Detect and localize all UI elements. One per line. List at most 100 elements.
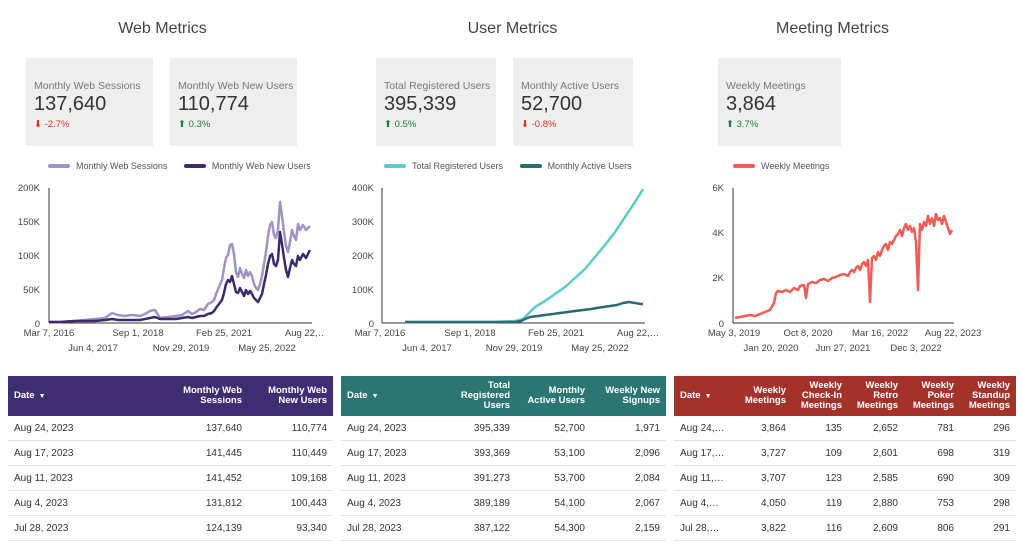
table-cell: 119 bbox=[792, 490, 848, 516]
meeting-metrics-table: Date ▼ Weekly Meetings Weekly Check-In Me… bbox=[674, 376, 1016, 541]
table-row[interactable]: Jul 28, 2023 124,139 93,340 bbox=[8, 515, 333, 541]
table-row[interactable]: Aug 24, 2023 137,640 110,774 bbox=[8, 416, 333, 441]
table-row[interactable]: Aug 11, 2023 391,273 53,700 2,084 bbox=[341, 465, 666, 491]
table-cell: Aug 11, 2023 bbox=[8, 465, 163, 491]
column-header[interactable]: Weekly Meetings bbox=[744, 385, 786, 406]
scorecard-total-registered-users[interactable]: Total Registered Users 395,339 ⬆ 0.5% bbox=[376, 58, 496, 146]
table-row[interactable]: Aug 4, 2023 131,812 100,443 bbox=[8, 490, 333, 516]
table-cell: 141,445 bbox=[163, 440, 248, 466]
column-header[interactable]: Monthly Web Sessions bbox=[183, 385, 242, 406]
table-row[interactable]: Aug 11, 2023 141,452 109,168 bbox=[8, 465, 333, 491]
column-header[interactable]: Weekly Poker Meetings bbox=[912, 380, 954, 411]
scorecard-delta: ⬇ -2.7% bbox=[34, 119, 70, 130]
sort-desc-icon[interactable]: ▼ bbox=[704, 392, 712, 400]
scorecard-delta: ⬇ -0.8% bbox=[521, 119, 557, 130]
table-cell: 141,452 bbox=[163, 465, 248, 491]
user-metrics-title: User Metrics bbox=[467, 20, 558, 37]
x-tick: Aug 22,… bbox=[617, 328, 659, 339]
arrow-down-icon: ⬇ bbox=[34, 119, 42, 130]
scorecard-value: 110,774 bbox=[178, 93, 249, 115]
scorecard-monthly-active-users[interactable]: Monthly Active Users 52,700 ⬇ -0.8% bbox=[513, 58, 633, 146]
scorecard-value: 3,864 bbox=[726, 93, 777, 115]
scorecard-monthly-web-new-users[interactable]: Monthly Web New Users 110,774 ⬆ 0.3% bbox=[170, 58, 297, 146]
table-cell: 2,652 bbox=[848, 416, 904, 441]
column-header[interactable]: Weekly Retro Meetings bbox=[856, 380, 898, 411]
table-cell: 2,084 bbox=[591, 465, 666, 491]
series-line-active-users[interactable] bbox=[405, 300, 643, 324]
x-tick: Nov 29, 2019 bbox=[153, 343, 210, 354]
column-header[interactable]: Weekly New Signups bbox=[605, 385, 660, 406]
legend-item-weekly-meetings[interactable]: Weekly Meetings bbox=[733, 161, 829, 171]
table-row[interactable]: Jul 28, 2023 387,122 54,300 2,159 bbox=[341, 515, 666, 541]
legend-item-web-sessions[interactable]: Monthly Web Sessions bbox=[48, 161, 167, 171]
table-cell: 2,880 bbox=[848, 490, 904, 516]
x-tick: Jun 27, 2021 bbox=[816, 343, 871, 354]
column-header[interactable]: Monthly Web New Users bbox=[268, 385, 327, 406]
table-row[interactable]: Aug 4, 2023 389,189 54,100 2,067 bbox=[341, 490, 666, 516]
table-cell: 110,449 bbox=[248, 440, 333, 466]
scorecard-monthly-web-sessions[interactable]: Monthly Web Sessions 137,640 ⬇ -2.7% bbox=[26, 58, 153, 146]
table-cell: 806 bbox=[904, 515, 960, 541]
y-axis-ticks: 200K 150K 100K 50K 0 bbox=[18, 183, 41, 330]
column-header-date[interactable]: Date ▼ bbox=[347, 389, 379, 401]
x-axis-ticks: Mar 7, 2016 Sep 1, 2018 Feb 25, 2021 Aug… bbox=[355, 328, 659, 354]
table-cell: 391,273 bbox=[441, 465, 516, 491]
table-cell: Jul 28, 2023 bbox=[341, 515, 441, 541]
scorecard-label: Monthly Web Sessions bbox=[34, 80, 141, 92]
x-tick: Jun 4, 2017 bbox=[402, 343, 452, 354]
table-cell: Aug 17, 2023 bbox=[341, 440, 441, 466]
legend-item-active-users[interactable]: Monthly Active Users bbox=[519, 161, 632, 171]
table-row[interactable]: Aug 24, 2023 395,339 52,700 1,971 bbox=[341, 416, 666, 441]
series-line-weekly-meetings[interactable] bbox=[734, 212, 954, 320]
table-cell: 2,609 bbox=[848, 515, 904, 541]
table-header-row: Date ▼ Total Registered Users Monthly Act… bbox=[341, 376, 666, 416]
table-cell: 1,971 bbox=[591, 416, 666, 441]
legend-item-web-new-users[interactable]: Monthly Web New Users bbox=[183, 161, 311, 171]
web-metrics-chart[interactable]: 200K 150K 100K 50K 0 Mar 7, 2016 Sep 1, … bbox=[0, 180, 325, 360]
x-tick: Aug 22, 2023 bbox=[925, 328, 982, 339]
series-line-registered-users[interactable] bbox=[405, 188, 645, 324]
series-line-web-sessions[interactable] bbox=[49, 200, 311, 324]
scorecard-label: Monthly Active Users bbox=[521, 80, 620, 92]
table-cell: 387,122 bbox=[441, 515, 516, 541]
y-axis-ticks: 6K 4K 2K 0 bbox=[712, 183, 724, 330]
table-cell: 753 bbox=[904, 490, 960, 516]
web-metrics-table: Date ▼ Monthly Web Sessions Monthly Web N… bbox=[8, 376, 333, 541]
table-cell: Aug 4, 2023 bbox=[8, 490, 163, 516]
column-header[interactable]: Weekly Check-In Meetings bbox=[800, 380, 842, 411]
table-cell: Aug 17, 2023 bbox=[8, 440, 163, 466]
column-header[interactable]: Monthly Active Users bbox=[527, 385, 585, 406]
table-row[interactable]: Aug 24,… 3,864 135 2,652 781 296 bbox=[674, 416, 1016, 441]
column-header[interactable]: Weekly Standup Meetings bbox=[968, 380, 1010, 411]
table-row[interactable]: Jul 28,… 3,822 116 2,609 806 291 bbox=[674, 515, 1016, 541]
column-header-date[interactable]: Date ▼ bbox=[14, 389, 46, 401]
arrow-up-icon: ⬆ bbox=[384, 119, 392, 130]
x-tick: Nov 29, 2019 bbox=[486, 343, 543, 354]
table-row[interactable]: Aug 17,… 3,727 109 2,601 698 319 bbox=[674, 440, 1016, 466]
table-row[interactable]: Aug 17, 2023 141,445 110,449 bbox=[8, 440, 333, 466]
table-cell: Jul 28, 2023 bbox=[8, 515, 163, 541]
meeting-chart-legend: Weekly Meetings bbox=[733, 160, 843, 171]
table-row[interactable]: Aug 17, 2023 393,369 53,100 2,096 bbox=[341, 440, 666, 466]
column-header-date[interactable]: Date ▼ bbox=[680, 389, 712, 401]
scorecard-delta: ⬆ 0.5% bbox=[384, 119, 417, 130]
table-cell: Jul 28,… bbox=[674, 515, 736, 541]
table-cell: Aug 24, 2023 bbox=[8, 416, 163, 441]
y-tick: 100K bbox=[352, 285, 375, 296]
table-cell: 93,340 bbox=[248, 515, 333, 541]
legend-item-registered-users[interactable]: Total Registered Users bbox=[384, 161, 503, 171]
table-row[interactable]: Aug 11,… 3,707 123 2,585 690 309 bbox=[674, 465, 1016, 491]
sort-desc-icon[interactable]: ▼ bbox=[371, 392, 379, 400]
table-cell: Aug 24, 2023 bbox=[341, 416, 441, 441]
table-cell: 124,139 bbox=[163, 515, 248, 541]
column-header[interactable]: Total Registered Users bbox=[460, 380, 510, 411]
user-metrics-chart[interactable]: 400K 300K 200K 100K 0 Mar 7, 2016 Sep 1,… bbox=[335, 180, 660, 360]
series-line-web-new-users[interactable] bbox=[49, 230, 312, 324]
scorecard-delta: ⬆ 3.7% bbox=[726, 119, 759, 130]
table-row[interactable]: Aug 4,… 4,050 119 2,880 753 298 bbox=[674, 490, 1016, 516]
x-tick: Dec 3, 2022 bbox=[890, 343, 941, 354]
meeting-metrics-chart[interactable]: 6K 4K 2K 0 May 3, 2019 Oct 8, 2020 Mar 1… bbox=[690, 180, 1020, 360]
x-tick: Jun 4, 2017 bbox=[68, 343, 118, 354]
sort-desc-icon[interactable]: ▼ bbox=[38, 392, 46, 400]
scorecard-weekly-meetings[interactable]: Weekly Meetings 3,864 ⬆ 3.7% bbox=[718, 58, 841, 146]
